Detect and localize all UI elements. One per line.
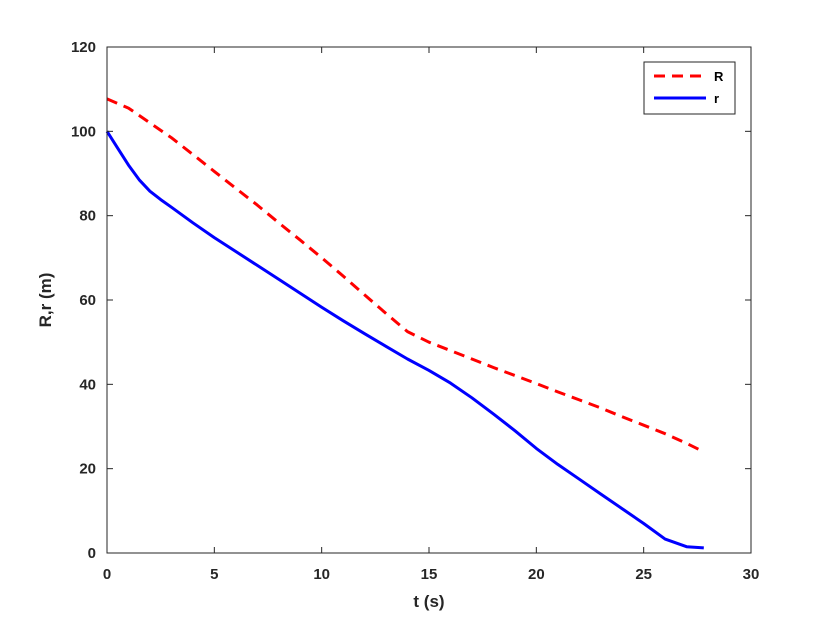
tick-layer: 0 5 10 15 20 25 30 0 20 40 60 80 100 120 <box>71 39 759 583</box>
y-tick-label: 40 <box>79 376 96 393</box>
x-tick-label: 30 <box>743 566 760 583</box>
y-tick-label: 100 <box>71 123 96 140</box>
y-tick-label: 80 <box>79 208 96 225</box>
x-axis-label: t (s) <box>413 592 444 611</box>
x-tick-label: 0 <box>103 566 111 583</box>
x-tick-label: 15 <box>421 566 438 583</box>
legend-box <box>643 61 736 115</box>
legend-label-R: R <box>714 69 724 84</box>
x-tick-label: 5 <box>210 566 218 583</box>
x-tick-label: 10 <box>313 566 330 583</box>
y-tick-label: 120 <box>71 39 96 56</box>
y-tick-label: 0 <box>88 545 96 562</box>
x-tick-label: 20 <box>528 566 545 583</box>
y-tick-label: 60 <box>79 292 96 309</box>
series-line-R <box>106 97 705 454</box>
y-axis-label: R,r (m) <box>36 273 55 328</box>
plot-area <box>107 47 751 553</box>
series-line-r <box>105 130 704 550</box>
x-tick-label: 25 <box>635 566 652 583</box>
legend: Rr <box>643 61 736 115</box>
series-layer <box>105 97 705 550</box>
legend-label-r: r <box>714 91 719 106</box>
y-tick-label: 20 <box>79 461 96 478</box>
